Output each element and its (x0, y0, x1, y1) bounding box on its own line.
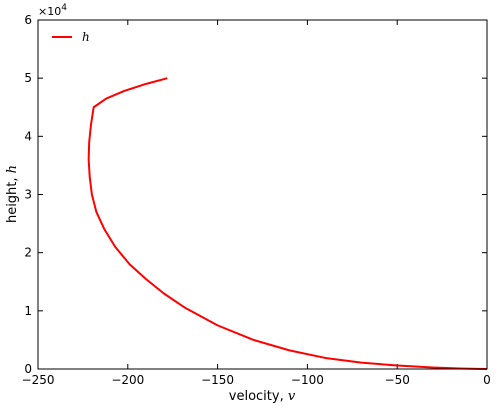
x-tick-label: −150 (201, 373, 234, 387)
y-multiplier-exponent: 4 (61, 3, 67, 13)
series-layer (87, 77, 488, 370)
legend-label-h: h (82, 30, 90, 44)
y-tick-label: 6 (24, 13, 32, 27)
x-tick-label: −50 (385, 373, 410, 387)
y-tick-label: 3 (24, 188, 32, 202)
x-tick-label: −100 (291, 373, 324, 387)
plot-frame (37, 19, 488, 370)
x-tick-label: −250 (22, 373, 55, 387)
y-tick-label: 4 (24, 129, 32, 143)
series-line-h (87, 77, 488, 370)
x-axis-label: velocity, v (229, 389, 296, 404)
ticks-layer: −250 −200 −150 −100 −50 0 0 1 2 3 4 5 6 (22, 13, 491, 387)
x-tick-label: 0 (483, 373, 491, 387)
y-tick-label: 5 (24, 71, 32, 85)
legend: h (52, 30, 90, 44)
y-tick-label: 2 (24, 246, 32, 260)
y-tick-label: 1 (24, 304, 32, 318)
y-multiplier-label: ×104 (38, 3, 67, 18)
y-axis-variable: h (5, 165, 20, 173)
y-axis-label: height, h (5, 165, 20, 223)
x-tick-label: −200 (111, 373, 144, 387)
x-axis-variable: v (288, 389, 296, 404)
y-tick-label: 0 (24, 362, 32, 376)
